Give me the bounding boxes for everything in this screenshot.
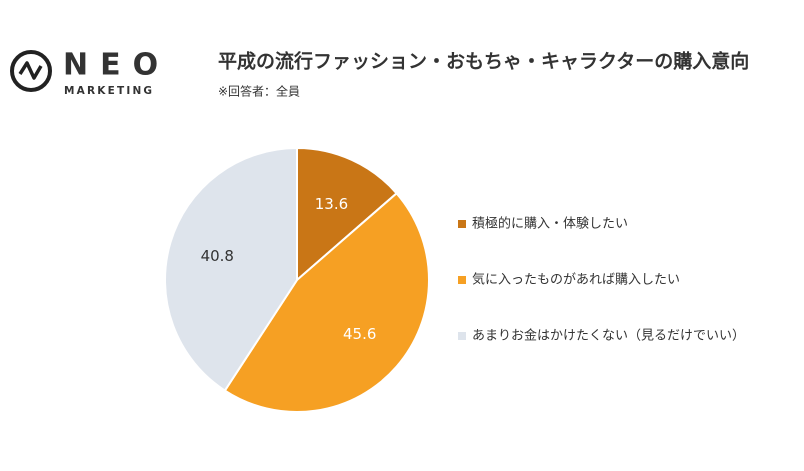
legend-swatch (458, 276, 466, 284)
pie-slice (164, 146, 298, 392)
pie-slice (223, 191, 430, 413)
legend-swatch (458, 332, 466, 340)
legend-label: 気に入ったものがあれば購入したい (472, 272, 680, 288)
data-label: 40.8 (201, 247, 234, 265)
logo: NEO MARKETING (10, 48, 170, 97)
logo-tagline: MARKETING (64, 85, 154, 97)
chart-title: 平成の流行ファッション・おもちゃ・キャラクターの購入意向 (218, 50, 749, 73)
pie-slice (296, 146, 398, 283)
legend-label: 積極的に購入・体験したい (472, 216, 628, 232)
logo-zigzag (18, 61, 43, 80)
data-label: 13.6 (315, 195, 348, 213)
logo-name: NEO (63, 48, 170, 83)
logo-mark (10, 50, 52, 92)
legend-swatch (458, 220, 466, 228)
legend-label: あまりお金はかけたくない（見るだけでいい） (472, 328, 745, 344)
data-label: 45.6 (343, 325, 376, 343)
chart-subtitle: ※回答者：全員 (218, 84, 300, 99)
